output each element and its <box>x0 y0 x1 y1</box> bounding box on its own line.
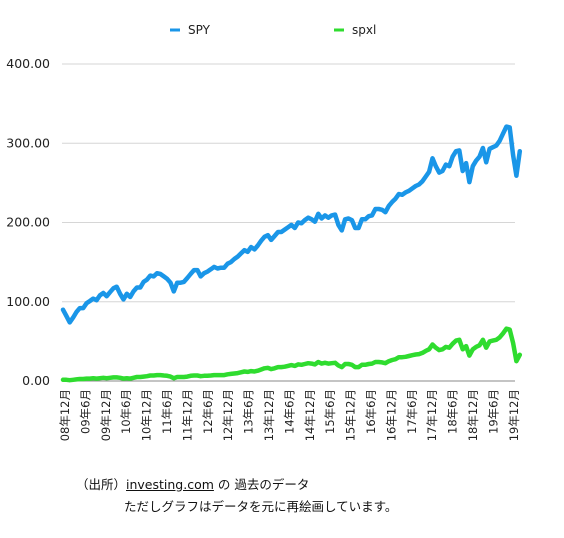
x-tick-label: 15年12月 <box>344 389 358 441</box>
source-note: （出所）investing.com の 過去のデータ <box>76 474 309 493</box>
legend-item-spy: SPY <box>170 23 211 37</box>
x-tick-label: 11年6月 <box>160 389 174 434</box>
legend-label-spxl: spxl <box>352 23 376 37</box>
x-tick-label: 18年6月 <box>446 389 460 434</box>
x-tick-label: 14年6月 <box>282 389 296 434</box>
x-tick-label: 19年6月 <box>486 389 500 434</box>
legend: SPY spxl <box>170 23 376 37</box>
x-tick-label: 08年12月 <box>58 389 72 441</box>
x-tick-label: 16年12月 <box>384 389 398 441</box>
series-line-spy <box>60 124 523 325</box>
y-tick-label: 100.00 <box>6 294 50 309</box>
legend-label-spy: SPY <box>188 23 211 37</box>
x-tick-label: 13年6月 <box>242 389 256 434</box>
line-chart: SPY spxl 0.00 100.00 200.00 300.00 400.00 08… <box>6 23 523 441</box>
x-tick-label: 16年6月 <box>364 389 378 434</box>
x-tick-label: 10年6月 <box>119 389 133 434</box>
x-tick-label: 19年12月 <box>507 389 521 441</box>
source-prefix: （出所） <box>76 477 127 492</box>
legend-item-spxl: spxl <box>334 23 376 37</box>
x-tick-label: 14年12月 <box>303 389 317 441</box>
plot-area <box>60 124 523 383</box>
x-tick-label: 13年12月 <box>262 389 276 441</box>
grid <box>62 63 515 382</box>
x-tick-label: 12年12月 <box>221 389 235 441</box>
source-link[interactable]: investing.com <box>126 477 214 492</box>
x-tick-label: 15年6月 <box>323 389 337 434</box>
x-tick-label: 10年12月 <box>140 389 154 441</box>
redraw-note: ただしグラフはデータを元に再絵画しています。 <box>124 499 398 514</box>
series-line-spxl <box>60 326 523 383</box>
x-tick-label: 17年12月 <box>425 389 439 441</box>
y-axis: 0.00 100.00 200.00 300.00 400.00 <box>6 56 50 388</box>
x-tick-label: 12年6月 <box>201 389 215 434</box>
y-tick-label: 0.00 <box>22 373 50 388</box>
y-tick-label: 300.00 <box>6 135 50 150</box>
x-tick-label: 09年6月 <box>78 389 92 434</box>
y-tick-label: 400.00 <box>6 56 50 71</box>
x-tick-label: 11年12月 <box>180 389 194 441</box>
x-axis: 08年12月 09年6月 09年12月 10年6月 10年12月 11年6月 11年12月 1… <box>58 389 521 441</box>
x-tick-label: 17年6月 <box>405 389 419 434</box>
x-tick-label: 09年12月 <box>99 389 113 441</box>
y-tick-label: 200.00 <box>6 215 50 230</box>
source-suffix: の 過去のデータ <box>213 477 310 492</box>
x-tick-label: 18年12月 <box>466 389 480 441</box>
